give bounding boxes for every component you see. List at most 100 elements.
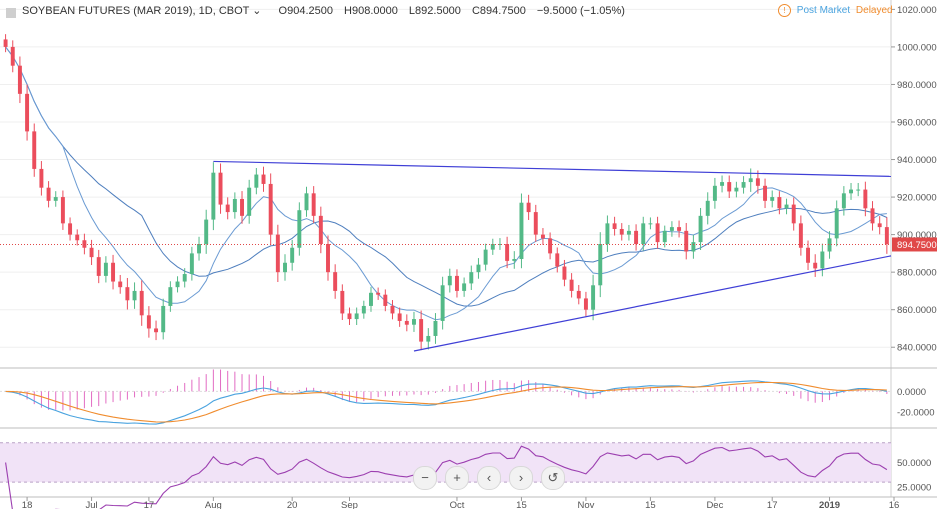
candle-body xyxy=(813,262,818,269)
candle-body xyxy=(741,182,746,188)
candle-body xyxy=(820,251,825,269)
candle-body xyxy=(25,93,30,132)
candle-body xyxy=(526,202,531,213)
candle-body xyxy=(347,313,352,320)
symbol-title[interactable]: SOYBEAN FUTURES (MAR 2019), 1D, CBOT xyxy=(22,5,250,17)
macd-line xyxy=(5,380,887,425)
candle-body xyxy=(748,178,753,183)
settings-icon[interactable] xyxy=(6,8,16,18)
candle-body xyxy=(376,292,381,295)
time-tick-label: 15 xyxy=(516,500,527,509)
candle-body xyxy=(548,238,553,254)
candle-body xyxy=(490,244,495,250)
chevron-down-icon[interactable]: ⌄ xyxy=(252,5,262,17)
price-tick-label: 940.0000 xyxy=(897,155,937,166)
candle-body xyxy=(283,262,287,273)
chart-toolbar: − + ‹ › ↺ xyxy=(413,466,565,490)
candle-body xyxy=(562,266,567,280)
candle-body xyxy=(397,313,402,321)
candle-body xyxy=(469,272,474,284)
candle-body xyxy=(634,230,639,244)
candle-body xyxy=(519,202,524,260)
candle-body xyxy=(591,285,596,310)
candle-body xyxy=(211,172,216,220)
candle-body xyxy=(60,197,65,224)
candle-body xyxy=(583,298,588,310)
price-tick-label: 920.0000 xyxy=(897,193,937,204)
macd-tick-label: 0.0000 xyxy=(897,387,926,398)
candle-body xyxy=(419,319,424,342)
candle-body xyxy=(53,197,58,201)
candle-body xyxy=(433,320,438,336)
time-tick-label: 16 xyxy=(889,500,900,509)
candle-body xyxy=(68,223,73,235)
candle-body xyxy=(297,210,302,248)
candle-body xyxy=(311,193,316,216)
candle-body xyxy=(404,320,409,325)
candle-body xyxy=(32,131,37,169)
candle-body xyxy=(75,234,80,241)
candle-body xyxy=(462,283,467,291)
candle-body xyxy=(841,193,846,209)
candle-body xyxy=(770,197,775,201)
price-tick-label: 1020.0000 xyxy=(897,5,937,16)
candle-body xyxy=(390,305,395,314)
candle-body xyxy=(734,187,739,192)
candle-body xyxy=(440,285,445,321)
candle-body xyxy=(884,227,889,244)
candle-body xyxy=(669,227,674,231)
candle-body xyxy=(111,262,116,282)
delayed-label: Delayed xyxy=(855,5,893,16)
time-tick-label: 17 xyxy=(767,500,778,509)
time-tick-label: Oct xyxy=(450,500,465,509)
time-tick-label: 20 xyxy=(287,500,298,509)
reset-button[interactable]: ↺ xyxy=(541,466,565,490)
price-tick-label: 960.0000 xyxy=(897,118,937,129)
candle-body xyxy=(791,204,796,224)
candle-body xyxy=(447,275,452,286)
candle-body xyxy=(103,262,108,276)
price-tick-label: 900.0000 xyxy=(897,230,937,241)
candle-body xyxy=(877,223,882,228)
scroll-forward-button[interactable]: › xyxy=(509,466,533,490)
price-tick-label: 1000.0000 xyxy=(897,42,937,53)
candle-body xyxy=(132,290,137,301)
candle-body xyxy=(3,39,8,47)
candle-body xyxy=(175,281,180,288)
high-value: H908.0000 xyxy=(344,5,398,17)
scroll-back-button[interactable]: ‹ xyxy=(477,466,501,490)
open-value: O904.2500 xyxy=(278,5,333,17)
zoom-out-button[interactable]: − xyxy=(413,466,437,490)
candle-body xyxy=(698,215,703,243)
candle-body xyxy=(189,253,194,275)
candle-body xyxy=(834,208,839,239)
candle-body xyxy=(798,223,803,248)
candle-body xyxy=(849,189,853,194)
candle-body xyxy=(426,335,431,342)
candle-body xyxy=(225,204,230,213)
candle-body xyxy=(691,242,696,252)
ma-fast-line xyxy=(5,46,887,321)
signal-line xyxy=(5,381,887,423)
candle-body xyxy=(827,238,832,252)
candle-body xyxy=(712,185,717,201)
candle-body xyxy=(483,249,488,265)
candle-body xyxy=(304,193,309,211)
rsi-tick-label: 25.0000 xyxy=(897,483,931,494)
candle-body xyxy=(598,244,603,286)
candle-body xyxy=(784,204,789,209)
candle-body xyxy=(648,223,653,225)
zoom-in-button[interactable]: + xyxy=(445,466,469,490)
change-value: −9.5000 (−1.05%) xyxy=(536,5,625,17)
trendline xyxy=(413,255,892,352)
candle-body xyxy=(863,189,868,209)
info-icon[interactable]: ! xyxy=(778,4,791,17)
candle-body xyxy=(17,65,22,94)
candle-body xyxy=(763,185,768,201)
candle-body xyxy=(727,182,732,192)
candle-body xyxy=(275,234,280,273)
candle-body xyxy=(290,247,295,263)
candle-body xyxy=(247,187,252,216)
